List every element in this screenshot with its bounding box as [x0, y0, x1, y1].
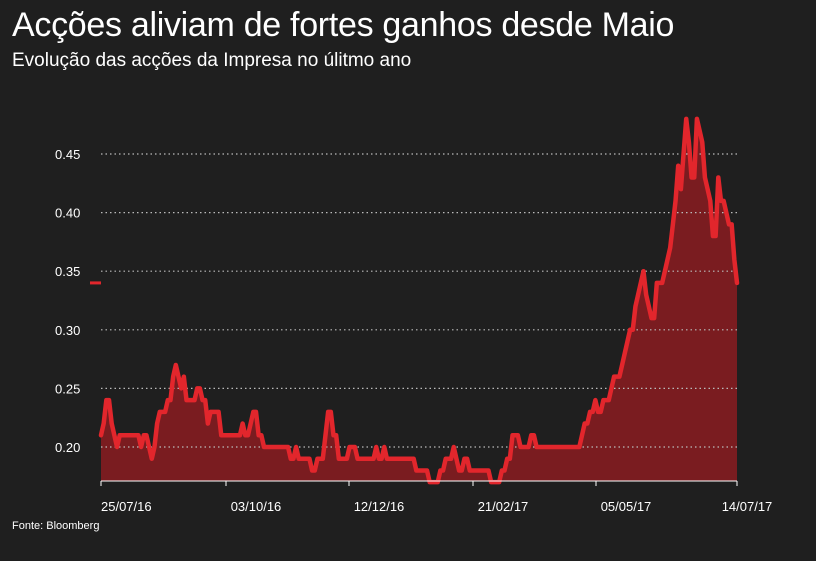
y-tick-label-5: 0.45 [55, 147, 80, 162]
chart-subtitle: Evolução das acções da Impresa no úlitmo… [12, 50, 412, 71]
y-tick-label-3: 0.35 [55, 264, 80, 279]
x-tick-label-5: 14/07/17 [722, 499, 773, 514]
y-tick-label-2: 0.30 [55, 323, 80, 338]
x-tick-label-4: 05/05/17 [601, 499, 652, 514]
y-tick-label-0: 0.20 [55, 440, 80, 455]
x-tick-label-3: 21/02/17 [478, 499, 529, 514]
x-tick-label-1: 03/10/16 [231, 499, 282, 514]
x-tick-label-0: 25/07/16 [101, 499, 152, 514]
x-tick-label-2: 12/12/16 [354, 499, 405, 514]
series-area [101, 118, 737, 483]
chart-title: Acções aliviam de fortes ganhos desde Ma… [12, 6, 675, 44]
y-tick-label-1: 0.25 [55, 381, 80, 396]
series-line [98, 116, 740, 485]
y-tick-label-4: 0.40 [55, 206, 80, 221]
source-note: Fonte: Bloomberg [12, 520, 100, 532]
